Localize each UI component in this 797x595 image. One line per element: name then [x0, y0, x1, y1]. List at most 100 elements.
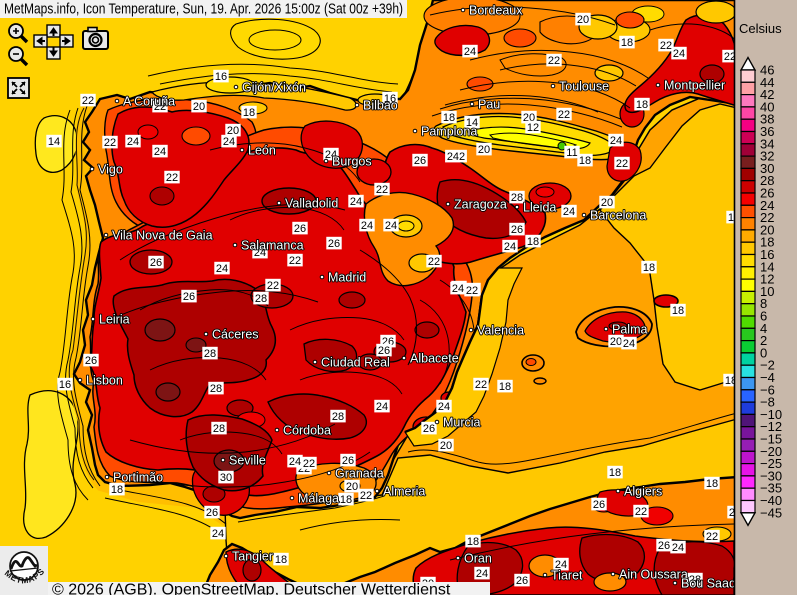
svg-text:20: 20: [577, 14, 589, 26]
svg-text:24: 24: [376, 401, 388, 413]
svg-text:26: 26: [511, 224, 523, 236]
svg-text:Vila Nova de Gaia: Vila Nova de Gaia: [112, 229, 213, 243]
svg-text:−30: −30: [760, 468, 782, 483]
svg-text:18: 18: [706, 478, 718, 490]
svg-text:38: 38: [760, 112, 774, 127]
svg-text:Portimão: Portimão: [113, 471, 163, 485]
svg-text:22: 22: [466, 285, 478, 297]
svg-text:−6: −6: [760, 382, 775, 397]
svg-text:24: 24: [438, 401, 450, 413]
svg-text:18: 18: [243, 107, 255, 119]
svg-text:−8: −8: [760, 395, 775, 410]
svg-text:−45: −45: [760, 505, 782, 520]
svg-text:Pamplona: Pamplona: [421, 125, 477, 139]
svg-text:18: 18: [340, 494, 352, 506]
svg-text:© 2026 (AGB). OpenStreetMap, D: © 2026 (AGB). OpenStreetMap, Deutscher W…: [52, 582, 451, 595]
svg-text:18: 18: [579, 155, 591, 167]
svg-text:Zaragoza: Zaragoza: [454, 198, 507, 212]
svg-text:46: 46: [760, 63, 774, 78]
svg-text:24: 24: [216, 263, 228, 275]
svg-text:24: 24: [127, 136, 139, 148]
svg-text:−15: −15: [760, 432, 782, 447]
svg-text:Bordeaux: Bordeaux: [469, 4, 523, 18]
svg-text:16: 16: [215, 71, 227, 83]
svg-text:Bou Saada: Bou Saada: [681, 577, 743, 591]
svg-text:242: 242: [447, 151, 465, 163]
svg-text:Pau: Pau: [478, 98, 500, 112]
svg-text:20: 20: [227, 125, 239, 137]
svg-text:24: 24: [223, 136, 235, 148]
svg-text:28: 28: [511, 192, 523, 204]
svg-text:10: 10: [760, 284, 774, 299]
svg-text:Leiria: Leiria: [99, 313, 130, 327]
svg-text:−25: −25: [760, 456, 782, 471]
svg-text:22: 22: [104, 137, 116, 149]
svg-text:−2: −2: [760, 358, 775, 373]
svg-text:Córdoba: Córdoba: [283, 424, 331, 438]
svg-text:14: 14: [760, 259, 774, 274]
svg-text:Montpellier: Montpellier: [664, 79, 725, 93]
svg-text:34: 34: [760, 136, 774, 151]
svg-text:−40: −40: [760, 493, 782, 508]
svg-text:26: 26: [658, 540, 670, 552]
svg-text:Almeria: Almeria: [383, 485, 425, 499]
svg-text:−20: −20: [760, 444, 782, 459]
svg-text:26: 26: [414, 155, 426, 167]
svg-text:22: 22: [154, 101, 166, 113]
svg-text:24: 24: [623, 338, 635, 350]
svg-text:22: 22: [706, 531, 718, 543]
svg-text:MetMaps.info, Icon Temperature: MetMaps.info, Icon Temperature, Sun, 19.…: [4, 1, 403, 18]
svg-text:18: 18: [467, 536, 479, 548]
svg-text:24: 24: [673, 48, 685, 60]
svg-text:22: 22: [475, 379, 487, 391]
svg-text:Valladolid: Valladolid: [285, 197, 338, 211]
svg-text:18: 18: [499, 381, 511, 393]
svg-text:18: 18: [609, 467, 621, 479]
svg-text:40: 40: [760, 99, 774, 114]
svg-text:18: 18: [527, 236, 539, 248]
svg-text:20: 20: [610, 336, 622, 348]
svg-text:26: 26: [423, 423, 435, 435]
svg-text:26: 26: [328, 238, 340, 250]
svg-text:26: 26: [516, 575, 528, 587]
svg-text:14: 14: [466, 117, 478, 129]
svg-text:26: 26: [85, 355, 97, 367]
svg-text:Lleida: Lleida: [523, 201, 556, 215]
svg-text:Burgos: Burgos: [332, 155, 372, 169]
svg-text:20: 20: [440, 440, 452, 452]
svg-text:22: 22: [760, 210, 774, 225]
svg-text:0: 0: [760, 345, 767, 360]
svg-text:14: 14: [48, 136, 60, 148]
svg-text:42: 42: [760, 87, 774, 102]
svg-text:24: 24: [154, 146, 166, 158]
svg-text:26: 26: [342, 455, 354, 467]
svg-text:18: 18: [621, 37, 633, 49]
svg-text:Tiaret: Tiaret: [551, 569, 583, 583]
svg-text:24: 24: [610, 135, 622, 147]
svg-text:Madrid: Madrid: [328, 271, 366, 285]
svg-text:20: 20: [760, 222, 774, 237]
svg-text:12: 12: [527, 122, 539, 134]
svg-text:24: 24: [452, 283, 464, 295]
svg-text:26: 26: [760, 186, 774, 201]
svg-text:22: 22: [558, 109, 570, 121]
svg-text:28: 28: [204, 348, 216, 360]
svg-text:18: 18: [443, 112, 455, 124]
svg-text:Ciudad Real: Ciudad Real: [321, 356, 390, 370]
svg-text:Oran: Oran: [464, 552, 492, 566]
svg-text:22: 22: [548, 55, 560, 67]
svg-text:Málaga: Málaga: [298, 492, 339, 506]
svg-text:28: 28: [213, 423, 225, 435]
svg-text:20: 20: [478, 144, 490, 156]
svg-text:24: 24: [476, 568, 488, 580]
svg-text:28: 28: [255, 293, 267, 305]
svg-text:24: 24: [760, 198, 774, 213]
svg-text:22: 22: [376, 184, 388, 196]
svg-text:24: 24: [504, 241, 516, 253]
svg-text:24: 24: [563, 206, 575, 218]
svg-text:Algiers: Algiers: [624, 485, 662, 499]
svg-text:León: León: [248, 144, 276, 158]
svg-text:Cáceres: Cáceres: [212, 328, 259, 342]
svg-text:−10: −10: [760, 407, 782, 422]
svg-text:18: 18: [643, 262, 655, 274]
